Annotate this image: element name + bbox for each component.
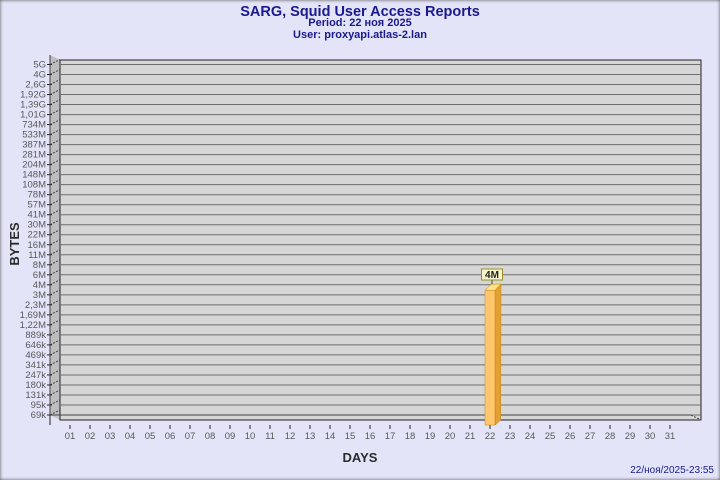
svg-text:13: 13 (305, 431, 316, 442)
svg-text:06: 06 (165, 431, 176, 442)
svg-text:09: 09 (225, 431, 236, 442)
svg-text:15: 15 (345, 431, 356, 442)
svg-text:16: 16 (365, 431, 376, 442)
svg-text:25: 25 (545, 431, 556, 442)
svg-text:28: 28 (605, 431, 616, 442)
svg-text:20: 20 (445, 431, 456, 442)
svg-text:69k: 69k (31, 410, 47, 421)
svg-text:01: 01 (65, 431, 76, 442)
svg-text:21: 21 (465, 431, 476, 442)
svg-text:23: 23 (505, 431, 516, 442)
svg-text:30: 30 (645, 431, 656, 442)
svg-text:11: 11 (265, 431, 275, 442)
svg-text:17: 17 (385, 431, 396, 442)
svg-text:03: 03 (105, 431, 116, 442)
svg-text:19: 19 (425, 431, 436, 442)
svg-text:02: 02 (85, 431, 96, 442)
svg-text:08: 08 (205, 431, 216, 442)
svg-text:04: 04 (125, 431, 136, 442)
svg-text:27: 27 (585, 431, 596, 442)
svg-text:12: 12 (285, 431, 296, 442)
svg-text:07: 07 (185, 431, 196, 442)
svg-text:18: 18 (405, 431, 416, 442)
svg-text:10: 10 (245, 431, 256, 442)
svg-text:24: 24 (525, 431, 536, 442)
svg-text:22: 22 (485, 431, 496, 442)
svg-text:05: 05 (145, 431, 156, 442)
svg-text:29: 29 (625, 431, 636, 442)
svg-text:31: 31 (665, 431, 676, 442)
svg-text:26: 26 (565, 431, 576, 442)
svg-text:4M: 4M (485, 270, 499, 281)
svg-text:14: 14 (325, 431, 336, 442)
